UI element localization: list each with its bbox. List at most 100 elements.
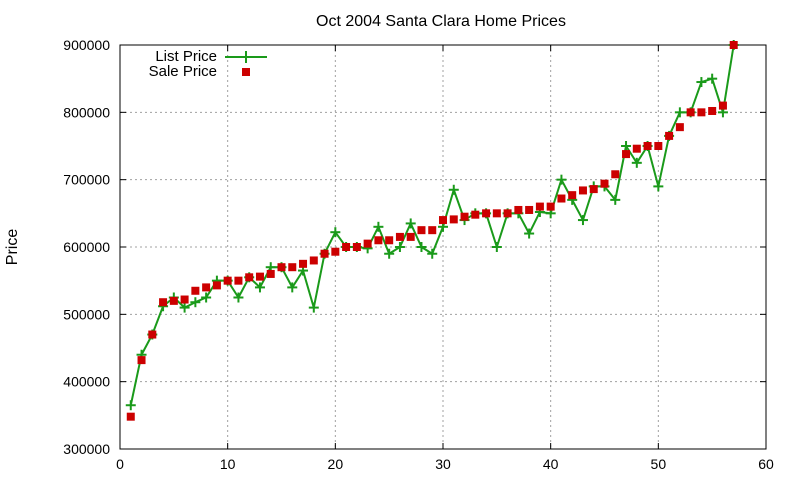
- sale-price-point: [535, 202, 544, 211]
- list-price-point: [308, 302, 319, 313]
- sale-price-point: [665, 131, 674, 140]
- series-line-list-price: [129, 44, 735, 406]
- sale-price-point: [675, 123, 684, 132]
- sale-price-point: [169, 296, 178, 305]
- list-price-point: [524, 228, 535, 239]
- list-price-point: [448, 184, 459, 195]
- sale-price-point: [255, 272, 264, 281]
- y-tick-label: 300000: [63, 441, 110, 457]
- list-price-point: [330, 227, 341, 238]
- list-price-point: [696, 77, 707, 88]
- sale-price-point: [374, 236, 383, 245]
- list-price-point: [621, 141, 632, 151]
- sale-price-point: [654, 142, 663, 150]
- legend-label-list-price: List Price: [155, 48, 217, 65]
- list-price-point: [254, 282, 265, 293]
- x-tick-label: 10: [220, 456, 236, 472]
- sale-price-point: [632, 144, 641, 153]
- sale-price-point: [234, 276, 243, 285]
- y-tick-label: 700000: [63, 172, 110, 188]
- sale-price-point: [342, 243, 351, 251]
- list-price-point: [125, 400, 136, 411]
- sale-price-point: [600, 179, 609, 188]
- sale-price-point: [202, 283, 211, 292]
- list-price-point: [653, 181, 664, 192]
- sale-price-point: [191, 286, 200, 295]
- y-axis-label: Price: [4, 229, 21, 266]
- axis-ticks: 300000 400000 500000 600000 700000 800000 9000…: [63, 37, 774, 472]
- sale-price-point: [460, 212, 469, 221]
- sale-price-point: [729, 41, 738, 49]
- x-tick-label: 50: [651, 456, 667, 472]
- list-price-point: [631, 157, 642, 168]
- sale-price-point: [288, 263, 297, 272]
- y-tick-label: 800000: [63, 104, 110, 120]
- sale-price-point: [611, 170, 620, 179]
- list-price-point: [491, 242, 502, 252]
- sale-price-point: [309, 256, 318, 265]
- list-price-point: [373, 221, 384, 232]
- sale-price-point: [148, 330, 157, 339]
- list-price-point: [427, 248, 438, 259]
- sale-price-point: [320, 249, 329, 258]
- sale-price-point: [395, 232, 404, 241]
- sale-price-point: [439, 216, 447, 225]
- sale-price-point: [492, 209, 501, 218]
- x-tick-label: 20: [328, 456, 344, 472]
- sale-price-point: [718, 101, 727, 110]
- list-price-point: [577, 215, 588, 226]
- list-price-point: [610, 194, 621, 205]
- data-series: [125, 40, 739, 421]
- list-price-point: [179, 302, 190, 313]
- list-price-point: [674, 107, 685, 118]
- x-tick-label: 40: [543, 456, 559, 472]
- sale-price-point: [568, 191, 577, 200]
- legend-marker-sale-price: [242, 68, 250, 76]
- list-price-point: [233, 292, 244, 303]
- sale-price-point: [471, 210, 480, 219]
- list-price-point: [394, 242, 405, 252]
- legend: List Price Sale Price: [149, 48, 267, 80]
- sale-price-point: [385, 236, 394, 245]
- sale-price-point: [159, 298, 168, 307]
- sale-price-point: [697, 108, 706, 117]
- sale-price-point: [643, 142, 652, 150]
- sale-price-point: [622, 150, 631, 159]
- y-tick-label: 400000: [63, 374, 110, 390]
- sale-price-point: [212, 281, 221, 290]
- sale-price-point: [525, 205, 534, 214]
- sale-price-point: [406, 232, 415, 241]
- x-tick-label: 30: [435, 456, 451, 472]
- x-tick-label: 0: [116, 456, 124, 472]
- sale-price-point: [363, 239, 372, 248]
- y-tick-label: 900000: [63, 37, 110, 53]
- sale-price-point: [126, 412, 135, 421]
- sale-price-point: [223, 276, 232, 285]
- sale-price-point: [245, 273, 254, 282]
- sale-price-point: [428, 226, 437, 235]
- list-price-point: [707, 73, 718, 84]
- list-price-point: [190, 297, 201, 308]
- sale-price-point: [277, 263, 286, 272]
- sale-price-point: [482, 209, 491, 218]
- sale-price-point: [417, 226, 426, 235]
- sale-price-point: [503, 209, 512, 218]
- sale-price-point: [589, 185, 598, 194]
- plot-area-frame: [119, 44, 767, 450]
- chart-title: Oct 2004 Santa Clara Home Prices: [316, 13, 566, 30]
- sale-price-point: [266, 269, 275, 278]
- list-price-point: [405, 218, 416, 229]
- sale-price-point: [686, 108, 695, 117]
- sale-price-point: [137, 356, 146, 365]
- list-price-point: [201, 292, 212, 303]
- sale-price-point: [180, 295, 189, 304]
- grid-lines: [120, 45, 766, 449]
- y-tick-label: 500000: [63, 306, 110, 322]
- legend-marker-list-price: [240, 51, 252, 63]
- y-tick-label: 600000: [63, 239, 110, 255]
- list-price-point: [416, 242, 427, 252]
- list-price-point: [556, 174, 567, 185]
- sale-price-point: [352, 243, 361, 251]
